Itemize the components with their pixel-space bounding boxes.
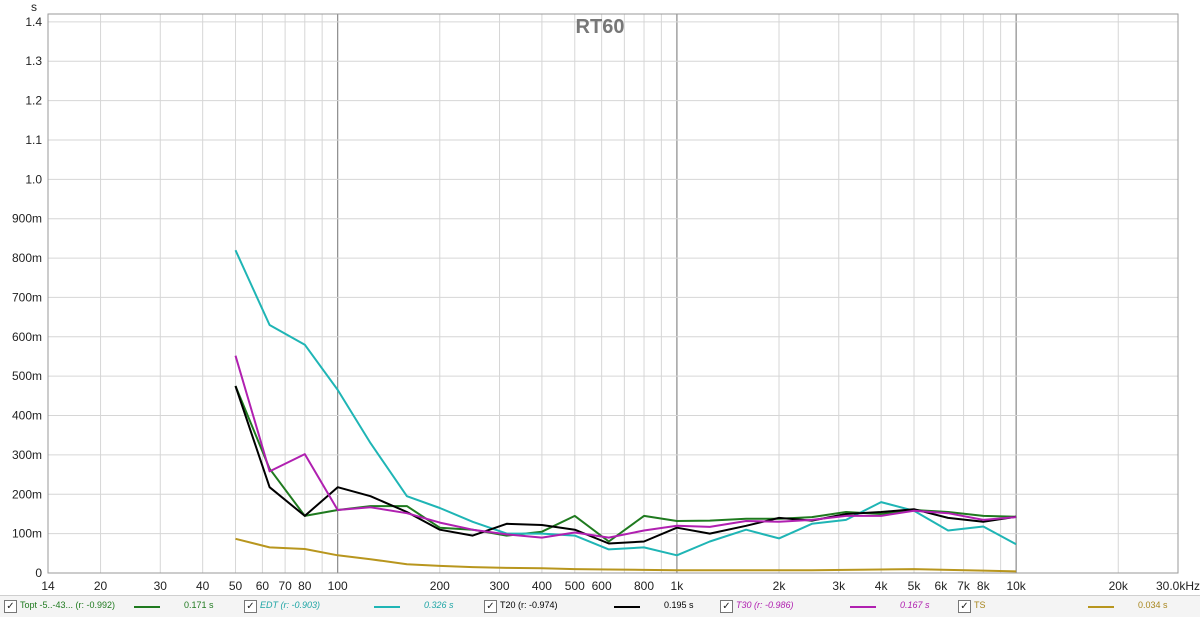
y-tick-label: 200m [12,487,42,501]
legend-value: 0.195 s [664,600,694,610]
legend-label: TS [974,600,986,610]
y-axis-unit: s [31,0,37,14]
x-tick-label: 70 [278,579,292,593]
x-tick-label: 400 [532,579,552,593]
plot-frame [47,13,1179,574]
legend-swatch [374,606,400,608]
x-tick-label: 60 [256,579,270,593]
legend-label: EDT (r: -0.903) [260,600,321,610]
legend-checkbox[interactable]: ✓ [4,600,17,613]
y-tick-label: 1.0 [25,172,42,186]
x-tick-label: 800 [634,579,654,593]
y-tick-label: 1.2 [25,94,42,108]
x-tick-label: 100 [328,579,348,593]
x-tick-label: 2k [773,579,787,593]
x-tick-label: 3k [832,579,846,593]
legend-value: 0.167 s [900,600,930,610]
series-line-1 [234,249,1017,557]
legend-item[interactable]: ✓ Topt -5..-43... (r: -0.992) 0.171 s [4,599,240,614]
y-tick-label: 1.3 [25,54,42,68]
grid-layer [48,14,1179,574]
x-tick-label: 600 [592,579,612,593]
x-tick-label: 200 [430,579,450,593]
legend-checkbox[interactable]: ✓ [484,600,497,613]
x-tick-label: 300 [490,579,510,593]
legend-value: 0.326 s [424,600,454,610]
x-tick-label: 80 [298,579,312,593]
y-tick-label: 600m [12,330,42,344]
x-tick-label: 50 [229,579,243,593]
legend-item[interactable]: ✓ TS 0.034 s [958,599,1194,614]
y-tick-label: 800m [12,251,42,265]
y-tick-label: 100m [12,527,42,541]
x-tick-label: 30 [154,579,168,593]
y-tick-label: 700m [12,290,42,304]
x-tick-label: 14 [41,579,55,593]
x-tick-label: 4k [875,579,889,593]
legend-checkbox[interactable]: ✓ [958,600,971,613]
legend-swatch [614,606,640,608]
legend-value: 0.034 s [1138,600,1168,610]
x-tick-label: 500 [565,579,585,593]
legend-bar: ✓ Topt -5..-43... (r: -0.992) 0.171 s ✓ EDT … [0,595,1200,617]
x-tick-label: 20k [1109,579,1129,593]
x-tick-label: 40 [196,579,210,593]
chart-title: RT60 [576,16,625,38]
y-tick-label: 0 [35,566,42,580]
legend-checkbox[interactable]: ✓ [720,600,733,613]
y-tick-label: 300m [12,448,42,462]
rt60-chart: 0 100m 200m 300m 400m 500m 600m 700m 800m 900m 1.0… [12,0,1200,593]
y-tick-label: 1.4 [25,15,42,29]
series-line-3 [234,355,1017,539]
series-layer [234,249,1017,573]
legend-item[interactable]: ✓ EDT (r: -0.903) 0.326 s [244,599,480,614]
x-tick-label: 8k [977,579,991,593]
x-tick-label: 20 [94,579,108,593]
series-line-2 [234,385,1017,545]
series-line-4 [235,537,1017,573]
legend-label: T30 (r: -0.986) [736,600,794,610]
x-tick-label: 5k [908,579,922,593]
legend-swatch [850,606,876,608]
legend-value: 0.171 s [184,600,214,610]
legend-swatch [1088,606,1114,608]
x-tick-label: 7k [957,579,971,593]
legend-swatch [134,606,160,608]
series-line-0 [234,385,1017,543]
legend-label: Topt -5..-43... (r: -0.992) [20,600,116,610]
legend-item[interactable]: ✓ T20 (r: -0.974) 0.195 s [484,599,720,614]
x-tick-label: 10k [1006,579,1026,593]
y-tick-label: 400m [12,409,42,423]
y-tick-label: 1.1 [25,133,42,147]
x-tick-label: 6k [935,579,949,593]
y-tick-label: 900m [12,212,42,226]
tick-labels: 0 100m 200m 300m 400m 500m 600m 700m 800m 900m 1.0… [12,15,1200,593]
y-tick-label: 500m [12,369,42,383]
legend-item[interactable]: ✓ T30 (r: -0.986) 0.167 s [720,599,956,614]
legend-label: T20 (r: -0.974) [500,600,558,610]
x-tick-label: 1k [671,579,685,593]
legend-checkbox[interactable]: ✓ [244,600,257,613]
x-tick-label: 30.0kHz [1156,579,1200,593]
